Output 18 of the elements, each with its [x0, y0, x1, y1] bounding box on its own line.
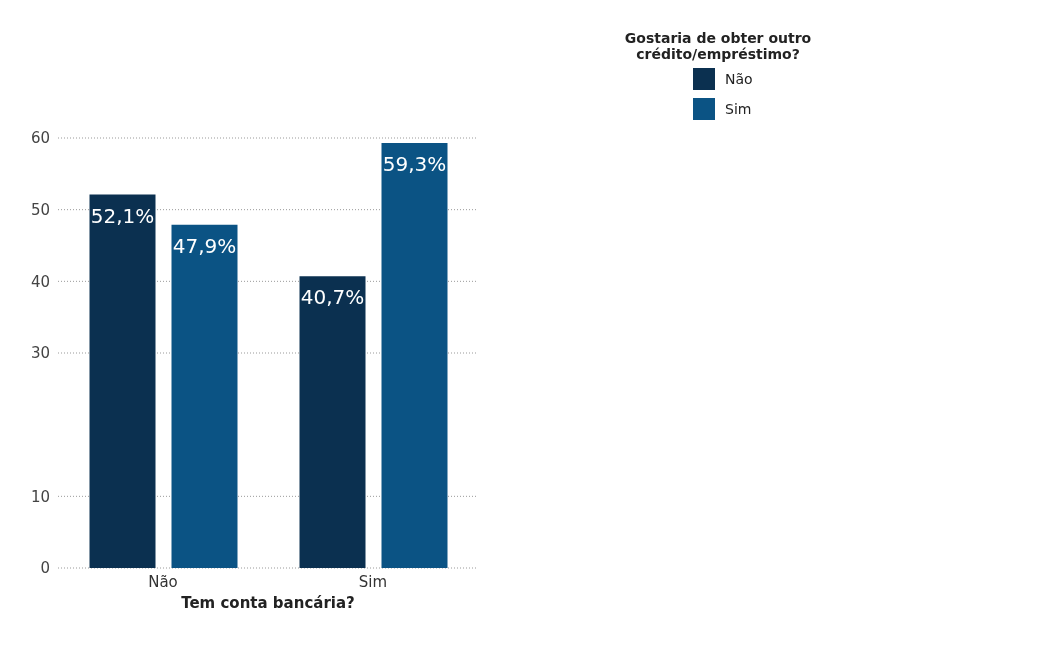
- bar: [299, 276, 366, 568]
- y-tick-label: 10: [30, 487, 50, 506]
- legend-label: Não: [725, 71, 753, 87]
- y-tick-label: 50: [30, 200, 50, 219]
- legend-title: Gostaria de obter outro crédito/empréstimo?: [623, 30, 813, 62]
- data-label: 47,9%: [172, 233, 237, 258]
- legend-label: Sim: [725, 101, 752, 117]
- bar: [381, 143, 448, 568]
- bar: [89, 194, 156, 568]
- data-label: 40,7%: [300, 285, 365, 310]
- data-label: 59,3%: [382, 152, 447, 177]
- y-tick-label: 60: [30, 129, 50, 148]
- y-tick-label: 0: [40, 559, 50, 578]
- y-tick-label: 40: [30, 272, 50, 291]
- data-label: 52,1%: [90, 203, 155, 228]
- y-tick-label: 30: [30, 344, 50, 363]
- x-axis-title: Tem conta bancária?: [181, 594, 355, 612]
- bar: [171, 224, 238, 568]
